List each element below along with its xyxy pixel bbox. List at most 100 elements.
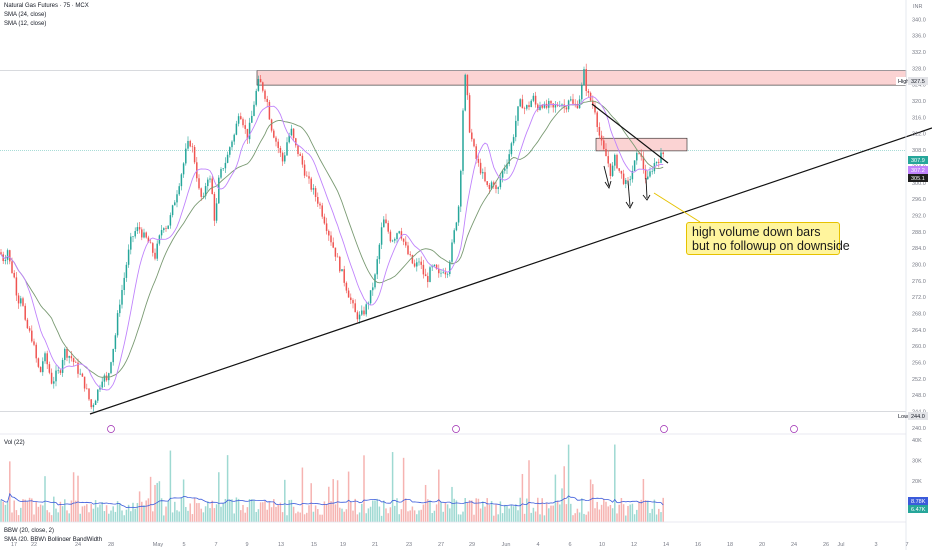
volume-bar [350,501,352,522]
volume-bar [442,511,444,522]
volume-bar [499,501,502,522]
candle-body [312,188,315,190]
volume-bar [224,498,227,522]
volume-bar [112,506,114,522]
candle-body [297,145,299,155]
volume-bar [521,473,524,522]
candle-body [266,98,268,102]
candle-body [94,400,97,405]
volume-bar [407,511,409,522]
volume-bar [431,513,433,522]
volume-bar [163,515,165,522]
volume-bar [424,484,427,522]
volume-bar [427,499,429,522]
annotation-line-2: but no followup on downside [692,239,850,253]
candle-body [187,140,189,149]
candle-body [451,242,453,262]
candle-body [13,272,15,278]
volume-bar [530,512,532,522]
volume-bar [134,508,136,522]
volume-bar [402,457,405,522]
candle-body [407,245,409,255]
candle-body [521,99,524,109]
volume-bar [90,504,92,522]
candle-body [233,134,235,142]
volume-bar [534,511,537,522]
volume-bar [486,498,488,522]
volume-bar [574,513,576,522]
time-tick-label: Jun [502,542,511,548]
candle-body [523,108,526,109]
price-tick-label: 332.0 [912,50,926,56]
candle-body [572,99,574,104]
volume-bar [22,499,24,522]
candle-body [336,256,339,258]
volume-bar [343,511,345,522]
time-tick-label: 17 [11,542,17,548]
volume-bar [341,508,343,522]
candle-body [86,388,88,390]
volume-bar [81,506,84,522]
candle-body [534,95,537,105]
candle-body [532,95,535,101]
candle-body [328,230,330,236]
candle-body [409,254,411,256]
volume-bar [517,510,519,522]
volume-bar [449,508,451,522]
time-tick-label: 22 [31,542,37,548]
candle-body [101,381,103,388]
candle-body [358,314,361,320]
ascending-trendline[interactable] [89,127,932,415]
small-resistance-zone[interactable] [595,137,688,152]
volume-bar [86,504,88,522]
price-tick-label: 288.0 [912,230,926,236]
volume-bar [277,504,279,522]
event-marker-1 [107,425,115,433]
volume-bar [152,511,154,522]
candle-body [539,105,541,110]
volume-bar [380,515,383,522]
annotation-callout[interactable]: high volume down bars but no followup on… [686,222,850,255]
candle-body [416,262,418,267]
volume-bar [171,512,174,522]
volume-bar [466,502,469,522]
volume-bar [308,505,310,522]
candle-body [218,177,220,204]
candle-body [596,112,598,128]
candle-body [286,142,288,156]
candle-body [627,180,629,181]
candle-body [559,105,561,107]
volume-bar [495,504,497,522]
descending-trendline[interactable] [591,103,669,164]
candle-body [61,359,64,373]
candle-body [347,290,350,298]
candle-body [350,297,352,301]
volume-bar [28,497,31,522]
volume-bar [229,499,231,522]
candle-body [484,172,486,182]
volume-bar [559,504,561,522]
candle-body [552,103,554,108]
volume-bar [48,512,51,522]
candle-body [165,228,167,229]
time-tick-label: 7 [214,542,217,548]
volume-bar [103,511,106,522]
volume-bar [0,499,2,522]
volume-bar [455,500,458,522]
candle-body [103,375,106,382]
candle-body [75,361,77,363]
volume-bar [116,501,119,522]
candle-body [488,184,491,189]
volume-bar [484,506,486,522]
volume-bar [581,498,583,522]
candle-body [380,227,383,245]
candle-body [592,100,594,106]
volume-bar [251,499,253,522]
candle-body [37,358,40,367]
candle-body [22,298,24,306]
candle-body [99,387,101,390]
volume-bar [15,510,18,522]
time-tick-label: 21 [372,542,378,548]
candle-body [119,304,121,314]
